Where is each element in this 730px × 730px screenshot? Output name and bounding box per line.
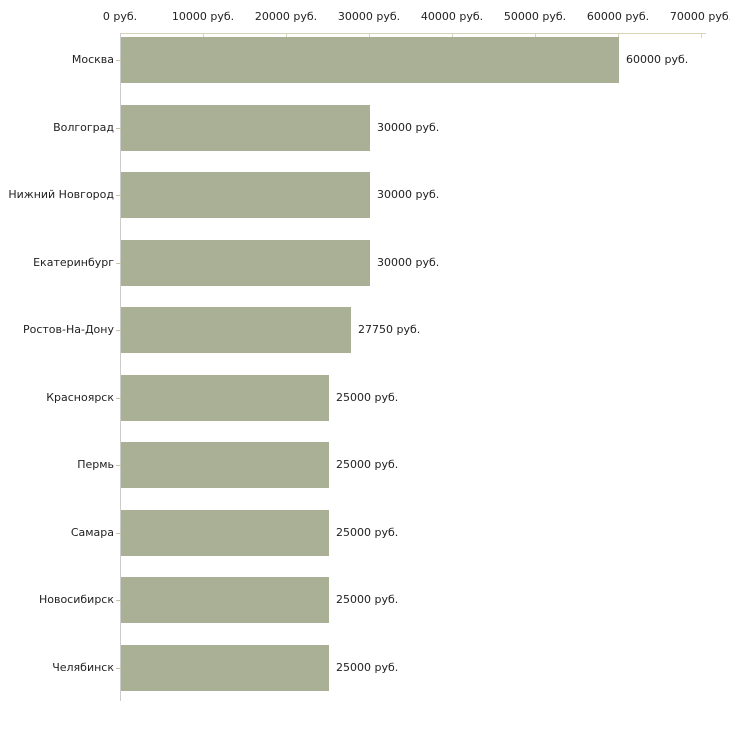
y-axis-line [120, 33, 121, 701]
x-axis-tick-label: 0 руб. [102, 10, 138, 23]
bar-2 [121, 104, 370, 151]
bar-9 [121, 577, 329, 623]
category-label: Москва [71, 53, 114, 66]
x-axis-tick-label: 50000 руб. [503, 10, 567, 23]
category-label: Ростов-На-Дону [22, 323, 114, 336]
x-axis-tick-label: 40000 руб. [420, 10, 484, 23]
bar-10 [121, 644, 329, 691]
bar-3 [121, 172, 370, 218]
y-axis-tick [116, 127, 121, 129]
y-axis-tick [116, 195, 121, 196]
x-axis-tick [286, 33, 287, 38]
x-axis-tick [203, 33, 204, 38]
value-label: 30000 руб. [377, 188, 440, 201]
category-label: Красноярск [46, 390, 114, 404]
y-axis-tick [116, 667, 121, 669]
bar-8 [121, 509, 329, 556]
bar-7 [121, 442, 329, 488]
bar-1 [121, 37, 619, 83]
value-label: 25000 руб. [336, 458, 399, 471]
y-axis-tick [116, 262, 121, 264]
value-label: 27750 руб. [358, 323, 421, 336]
x-axis-tick [452, 33, 453, 38]
y-axis-tick [116, 330, 121, 331]
value-label: 30000 руб. [377, 255, 440, 269]
x-axis-tick-label: 20000 руб. [254, 10, 318, 23]
x-axis-tick-label: 30000 руб. [337, 10, 401, 23]
x-axis-tick [701, 33, 702, 38]
x-axis-tick-label: 60000 руб. [586, 10, 650, 23]
category-label: Самара [70, 525, 114, 539]
value-label: 25000 руб. [336, 390, 399, 404]
value-label: 30000 руб. [377, 120, 440, 134]
value-label: 60000 руб. [626, 53, 689, 66]
y-axis-tick [116, 397, 121, 399]
y-axis-tick [116, 60, 121, 61]
x-axis-tick-label: 70000 руб. [669, 10, 730, 23]
y-axis-tick [116, 465, 121, 466]
category-label: Нижний Новгород [8, 188, 114, 201]
bar-6 [121, 374, 329, 421]
x-axis-line [120, 33, 706, 34]
value-label: 25000 руб. [336, 593, 399, 606]
x-axis-tick-label: 10000 руб. [171, 10, 235, 23]
x-axis-tick [369, 33, 370, 38]
value-label: 25000 руб. [336, 525, 399, 539]
category-label: Екатеринбург [33, 255, 114, 269]
value-label: 25000 руб. [336, 660, 399, 674]
category-label: Новосибирск [38, 593, 114, 606]
category-label: Пермь [77, 458, 114, 471]
bar-4 [121, 239, 370, 286]
x-axis-tick [535, 33, 536, 38]
bar-5 [121, 307, 351, 353]
category-label: Челябинск [52, 660, 114, 674]
y-axis-tick [116, 600, 121, 601]
category-label: Волгоград [53, 120, 114, 134]
x-axis-tick [618, 33, 619, 38]
y-axis-tick [116, 532, 121, 534]
